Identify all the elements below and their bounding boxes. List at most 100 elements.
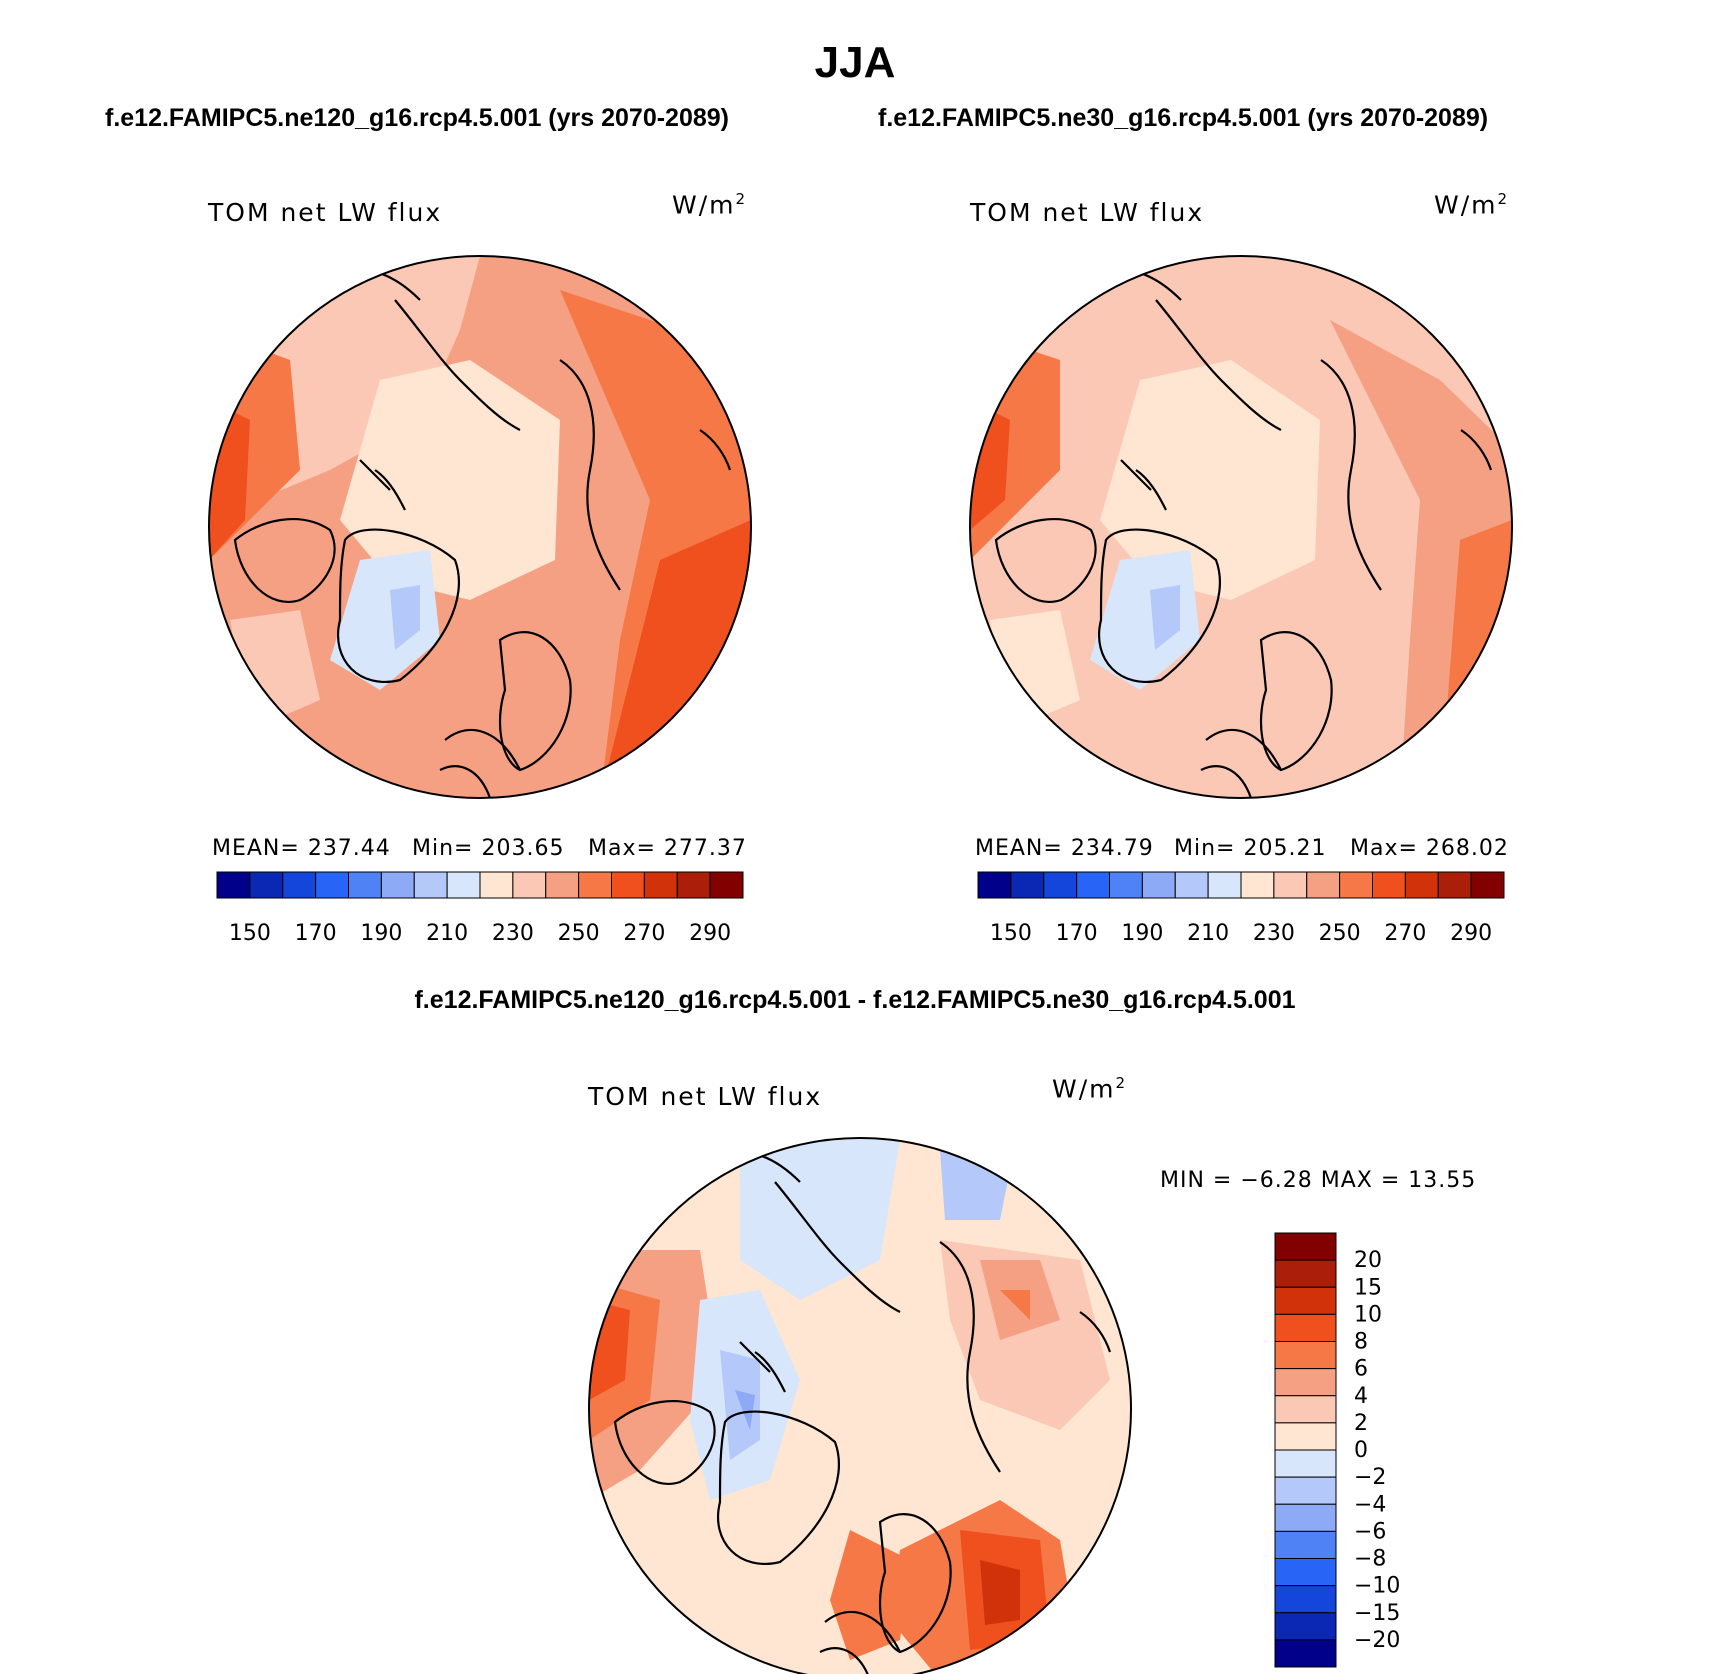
panel1-colorbar-swatch bbox=[676, 871, 711, 899]
panel2-colorbar-tick-label: 210 bbox=[1187, 921, 1229, 946]
panel1-colorbar-tick-label: 150 bbox=[229, 921, 271, 946]
panel2-colorbar-swatch bbox=[1010, 871, 1045, 899]
panel2-colorbar-tick-label: 270 bbox=[1384, 921, 1426, 946]
panel1-units: W/m2 bbox=[672, 190, 748, 220]
panel3-colorbar-swatch bbox=[1274, 1639, 1337, 1668]
panel2-colorbar-tick-label: 230 bbox=[1253, 921, 1295, 946]
panel3-units: W/m2 bbox=[1052, 1074, 1128, 1104]
panel3-colorbar-tick-label: −6 bbox=[1354, 1519, 1386, 1544]
panel1-colorbar-tick-label: 190 bbox=[360, 921, 402, 946]
panel2-colorbar-swatch bbox=[1470, 871, 1505, 899]
panel3-colorbar-tick-label: −15 bbox=[1354, 1601, 1400, 1626]
panel3-colorbar-swatch bbox=[1274, 1286, 1337, 1315]
panel2-colorbar-swatch bbox=[1240, 871, 1275, 899]
panel2-colorbar: 150 170 190 210 230 250 270 290 bbox=[977, 871, 1505, 946]
panel3-colorbar-tick-label: 6 bbox=[1354, 1357, 1368, 1382]
panel1-mean: MEAN= 237.44 bbox=[212, 836, 391, 861]
page-title: JJA bbox=[814, 38, 896, 87]
panel2-colorbar-tick-label: 170 bbox=[1056, 921, 1098, 946]
panel2-map-boundary bbox=[969, 255, 1513, 799]
panel2-colorbar-tick-label: 250 bbox=[1319, 921, 1361, 946]
panel1-variable-label: TOM net LW flux bbox=[208, 198, 443, 227]
panel2-colorbar-swatch bbox=[977, 871, 1012, 899]
panel3-map-boundary bbox=[588, 1137, 1132, 1674]
panel3-colorbar-swatch bbox=[1274, 1341, 1337, 1370]
panel3-colorbar-tick-label: 20 bbox=[1354, 1248, 1382, 1273]
panel2-colorbar-swatch bbox=[1141, 871, 1176, 899]
panel3-variable-label: TOM net LW flux bbox=[588, 1082, 823, 1111]
panel1-colorbar-swatch bbox=[643, 871, 678, 899]
panel2-variable-label: TOM net LW flux bbox=[970, 198, 1205, 227]
panel3-colorbar-swatch bbox=[1274, 1368, 1337, 1397]
panel2-colorbar-tick-label: 290 bbox=[1450, 921, 1492, 946]
panel1-colorbar-tick-label: 270 bbox=[623, 921, 665, 946]
panel1-colorbar-swatch bbox=[315, 871, 349, 899]
panel3-colorbar-tick-label: 8 bbox=[1354, 1330, 1368, 1355]
panel3-colorbar-swatch bbox=[1274, 1449, 1337, 1478]
panel3-colorbar-swatch bbox=[1274, 1558, 1337, 1587]
panel1-colorbar-swatch bbox=[380, 871, 415, 899]
panel2-colorbar-swatch bbox=[1043, 871, 1078, 899]
panel3-minmax: MIN = −6.28 MAX = 13.55 bbox=[1160, 1168, 1477, 1193]
panel3-colorbar-tick-label: −4 bbox=[1354, 1492, 1386, 1517]
panel2-colorbar-swatch bbox=[1109, 871, 1143, 899]
panel3-colorbar-tick-label: −20 bbox=[1354, 1628, 1400, 1653]
panel1-colorbar-swatch bbox=[545, 871, 580, 899]
panel3-colorbar-swatch bbox=[1274, 1612, 1337, 1641]
panel3-colorbar-swatch bbox=[1274, 1313, 1337, 1342]
panel1-colorbar-tick-label: 170 bbox=[295, 921, 337, 946]
panel3-colorbar-tick-label: 2 bbox=[1354, 1411, 1368, 1436]
panel2-colorbar-swatch bbox=[1372, 871, 1406, 899]
panel3-colorbar-tick-label: −2 bbox=[1354, 1465, 1386, 1490]
panel2-units: W/m2 bbox=[1434, 190, 1510, 220]
panel1-map-boundary bbox=[208, 255, 752, 799]
panel1-colorbar-swatch bbox=[512, 871, 547, 899]
panel1-colorbar-tick-label: 230 bbox=[492, 921, 534, 946]
panel2-colorbar-swatch bbox=[1404, 871, 1439, 899]
panel1-colorbar-swatch bbox=[611, 871, 645, 899]
panel2-min: Min= 205.21 bbox=[1174, 836, 1327, 861]
panel3-colorbar-swatch bbox=[1274, 1476, 1337, 1505]
panel1-colorbar: 150 170 190 210 230 250 270 290 bbox=[216, 871, 744, 946]
panel3-colorbar-swatch bbox=[1274, 1232, 1337, 1261]
panel2-colorbar-tick-label: 190 bbox=[1121, 921, 1163, 946]
panel1-min: Min= 203.65 bbox=[412, 836, 565, 861]
subtitle-diff: f.e12.FAMIPC5.ne120_g16.rcp4.5.001 - f.e… bbox=[414, 986, 1296, 1014]
panel3-colorbar-tick-label: −8 bbox=[1354, 1547, 1386, 1572]
panel2-colorbar-swatch bbox=[1207, 871, 1242, 899]
panel2-colorbar-swatch bbox=[1076, 871, 1110, 899]
panel1-colorbar-swatch bbox=[479, 871, 514, 899]
panel1-max: Max= 277.37 bbox=[588, 836, 747, 861]
panel3-colorbar-swatch bbox=[1274, 1259, 1337, 1288]
panel1-colorbar-swatch bbox=[249, 871, 284, 899]
panel3-colorbar-tick-label: 4 bbox=[1354, 1384, 1368, 1409]
panel3-colorbar-tick-label: 15 bbox=[1354, 1275, 1382, 1300]
panel3-colorbar-swatch bbox=[1274, 1585, 1337, 1614]
panel1-colorbar-tick-label: 210 bbox=[426, 921, 468, 946]
panel2-colorbar-swatch bbox=[1437, 871, 1472, 899]
panel2-colorbar-tick-label: 150 bbox=[990, 921, 1032, 946]
panel3-map bbox=[588, 1137, 1132, 1674]
panel2-map bbox=[969, 255, 1513, 799]
panel1-colorbar-swatch bbox=[282, 871, 317, 899]
panel1-colorbar-swatch bbox=[216, 871, 251, 899]
panel1-colorbar-swatch bbox=[446, 871, 481, 899]
panel1-colorbar-tick-label: 290 bbox=[689, 921, 731, 946]
panel2-colorbar-swatch bbox=[1339, 871, 1373, 899]
panel1-colorbar-tick-label: 250 bbox=[558, 921, 600, 946]
panel3-colorbar-tick-label: −10 bbox=[1354, 1574, 1400, 1599]
panel2-mean: MEAN= 234.79 bbox=[975, 836, 1154, 861]
panel2-max: Max= 268.02 bbox=[1350, 836, 1509, 861]
panel1-map bbox=[208, 255, 752, 799]
panel2-colorbar-swatch bbox=[1174, 871, 1209, 899]
panel1-colorbar-swatch bbox=[348, 871, 382, 899]
panel3-colorbar-swatch bbox=[1274, 1395, 1337, 1424]
panel3-colorbar-tick-label: 0 bbox=[1354, 1438, 1368, 1463]
panel2-colorbar-swatch bbox=[1306, 871, 1341, 899]
panel2-colorbar-swatch bbox=[1273, 871, 1308, 899]
panel1-colorbar-swatch bbox=[709, 871, 744, 899]
panel1-colorbar-swatch bbox=[413, 871, 448, 899]
panel1-colorbar-swatch bbox=[578, 871, 612, 899]
